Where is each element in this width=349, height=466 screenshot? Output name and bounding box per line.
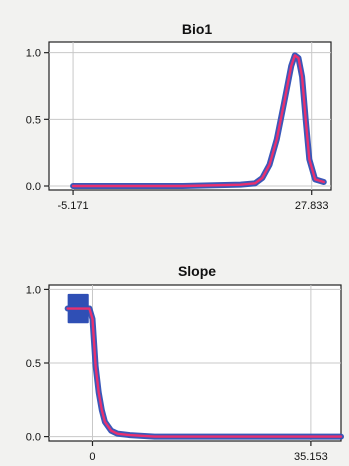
y-tick-label: 0.5 <box>26 358 41 370</box>
y-tick-label: 0.0 <box>26 432 41 444</box>
chart-bio1: Bio1 1.0 0.5 0.0 -5.171 27.833 <box>26 21 332 212</box>
y-tick-label: 1.0 <box>26 284 41 296</box>
y-ticks: 1.0 0.5 0.0 <box>26 284 49 444</box>
x-tick-label: 0 <box>89 451 95 463</box>
y-tick-label: 0.5 <box>26 114 41 126</box>
x-ticks: 0 35.153 <box>89 441 328 463</box>
x-ticks: -5.171 27.833 <box>57 190 329 212</box>
x-tick-label: 27.833 <box>295 200 329 212</box>
chart-title: Slope <box>178 263 216 279</box>
x-tick-label: -5.171 <box>57 200 88 212</box>
series-line <box>66 307 343 438</box>
y-ticks: 1.0 0.5 0.0 <box>26 48 49 193</box>
series-line <box>71 54 325 188</box>
y-tick-label: 1.0 <box>26 48 41 60</box>
chart-slope: Slope 1.0 0.5 0.0 0 35.153 <box>26 263 344 463</box>
x-tick-label: 35.153 <box>294 451 328 463</box>
series-layer <box>64 305 344 440</box>
y-tick-label: 0.0 <box>26 181 41 193</box>
series-layer <box>70 52 327 189</box>
chart-title: Bio1 <box>182 21 213 37</box>
